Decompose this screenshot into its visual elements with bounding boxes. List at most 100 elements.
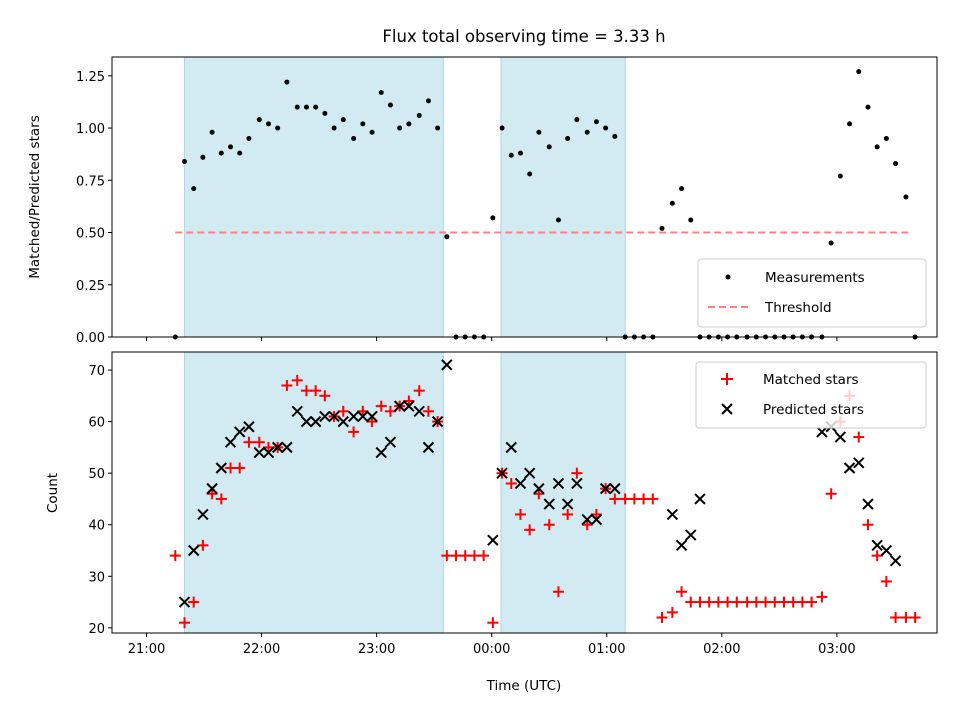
measurement-point [265,121,271,127]
measurement-point [555,217,561,223]
matched-stars-point [262,441,274,453]
top-panel: 0.00 0.25 0.50 0.75 1.00 1.25 Matched/Predict… [27,56,938,346]
predicted-stars-point [215,462,228,474]
y-tick-label: 0.50 [76,227,105,242]
matched-stars-point [188,596,200,608]
matched-stars-point [281,380,293,392]
matched-stars-point [197,539,209,551]
y-tick-label: 50 [88,467,105,482]
predicted-stars-point [337,415,349,428]
measurement-point [322,110,328,116]
measurement-point [574,117,580,123]
measurement-point [303,104,309,110]
y-tick-label: 30 [88,570,105,585]
predicted-stars-point [571,477,583,490]
measurement-point [565,135,571,141]
y-tick-label: 1.25 [76,70,105,85]
matched-stars-point [685,596,697,608]
predicted-stars-point [834,431,847,443]
y-tick-label: 0.00 [76,331,105,346]
predicted-stars-point [300,415,313,428]
predicted-stars-point [187,544,200,557]
measurement-point [284,79,290,85]
predicted-stars-point [366,410,378,423]
predicted-stars-point [393,400,406,412]
predicted-stars-point [816,426,828,438]
matched-stars-point [357,405,369,417]
y-tick-label: 20 [88,622,105,637]
y-tick-label: 1.00 [76,122,105,137]
predicted-stars-point [675,539,688,552]
measurement-point [499,125,505,131]
matched-stars-point [571,467,583,479]
legend-matched-label: Matched stars [763,372,859,388]
measurement-point [228,144,234,150]
matched-stars-point [310,385,322,397]
matched-stars-point [880,575,892,587]
measurement-point [679,186,685,192]
matched-stars-point [581,519,593,531]
matched-stars-point [234,462,246,474]
x-axis-label: Time (UTC) [486,678,562,694]
top-x-axis-ticks [146,337,838,341]
matched-stars-point [778,596,790,608]
measurement-point [425,98,431,104]
measurement-point [847,121,853,127]
matched-stars-point [722,596,734,608]
matched-stars-point [656,612,668,624]
predicted-stars-point [253,446,265,459]
x-tick-label: 02:00 [703,642,740,657]
legend-measurements-marker [725,274,731,280]
measurement-point [603,125,609,131]
measurement-point [593,119,599,125]
predicted-stars-point [413,405,425,418]
matched-stars-point [825,488,837,500]
measurement-point [874,144,880,150]
predicted-stars-point [853,457,865,469]
matched-stars-point [366,416,378,428]
predicted-stars-point [309,415,322,428]
legend-predicted-label: Predicted stars [763,402,864,418]
measurement-point [517,150,523,156]
matched-stars-point [871,550,883,562]
measurement-point [828,240,834,246]
top-data-points [172,69,918,340]
matched-stars-point [505,477,517,489]
predicted-stars-point [552,477,565,490]
predicted-stars-point [357,410,369,423]
bottom-axes-frame [111,351,938,634]
predicted-stars-point [590,513,603,526]
predicted-stars-point [609,482,621,495]
measurement-point [191,186,197,192]
measurement-point [313,104,319,110]
predicted-stars-point [234,426,246,438]
matched-stars-point [413,385,425,397]
predicted-stars-point [694,493,706,505]
predicted-stars-point [523,467,536,479]
matched-stars-point [890,612,902,624]
bottom-shaded-regions [183,351,626,634]
measurement-point [200,154,206,160]
shaded-interval [500,56,626,338]
predicted-stars-point [271,441,284,454]
predicted-stars-point [431,415,444,428]
measurement-point [508,152,514,158]
measurement-point [406,121,412,127]
matched-stars-point [215,493,227,505]
predicted-stars-point [328,410,340,423]
measurement-point [527,171,533,177]
y-tick-label: 0.25 [76,279,105,294]
predicted-stars-point [514,477,527,490]
measurement-point [883,135,889,141]
predicted-stars-point [178,596,191,608]
y-tick-label: 70 [88,364,105,379]
measurement-point [893,161,899,167]
matched-stars-point [552,586,564,598]
matched-stars-point [543,519,555,531]
measurement-point [659,225,665,231]
top-legend-box [697,258,927,328]
predicted-stars-point [262,446,275,459]
matched-stars-point [712,596,724,608]
measurement-point [688,217,694,223]
predicted-stars-point [206,482,218,495]
